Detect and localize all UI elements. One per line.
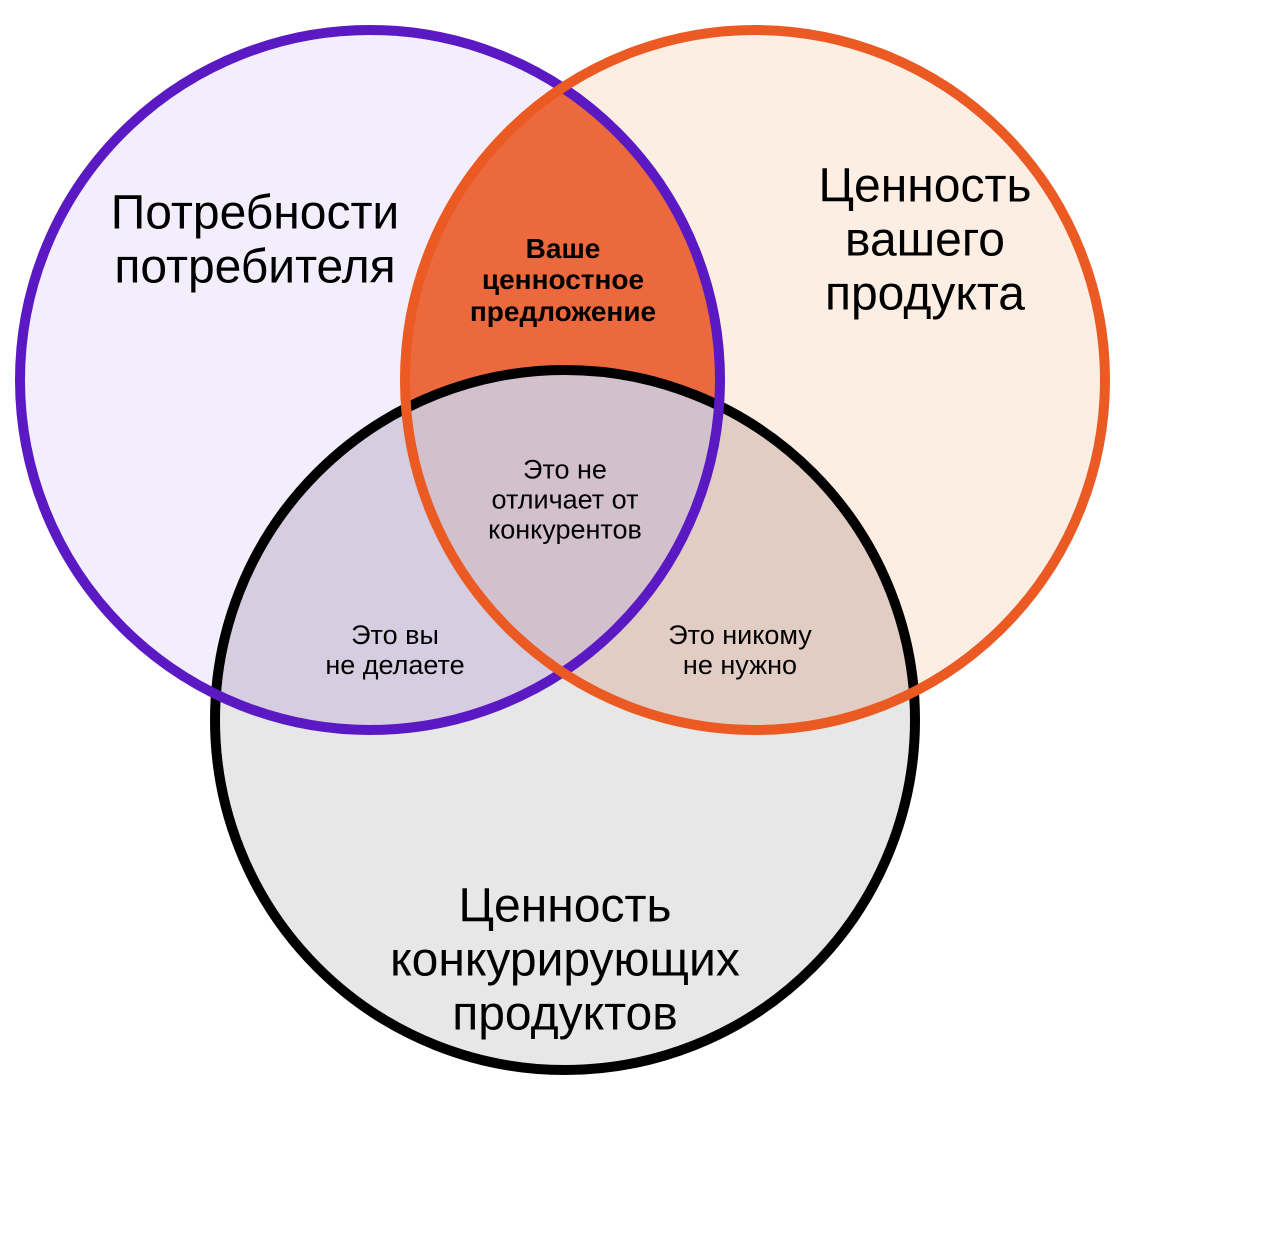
label-ac: Это вы не делаете bbox=[325, 620, 464, 680]
label-bc: Это никому не нужно bbox=[668, 620, 811, 680]
venn-diagram: Потребности потребителя Ценность вашего п… bbox=[0, 0, 1264, 1245]
label-abc: Это не отличает от конкурентов bbox=[488, 455, 642, 546]
label-ab: Ваше ценностное предложение bbox=[470, 233, 656, 327]
label-b: Ценность вашего продукта bbox=[819, 159, 1032, 320]
label-c: Ценность конкурирующих продуктов bbox=[390, 879, 740, 1040]
label-a: Потребности потребителя bbox=[111, 186, 399, 294]
